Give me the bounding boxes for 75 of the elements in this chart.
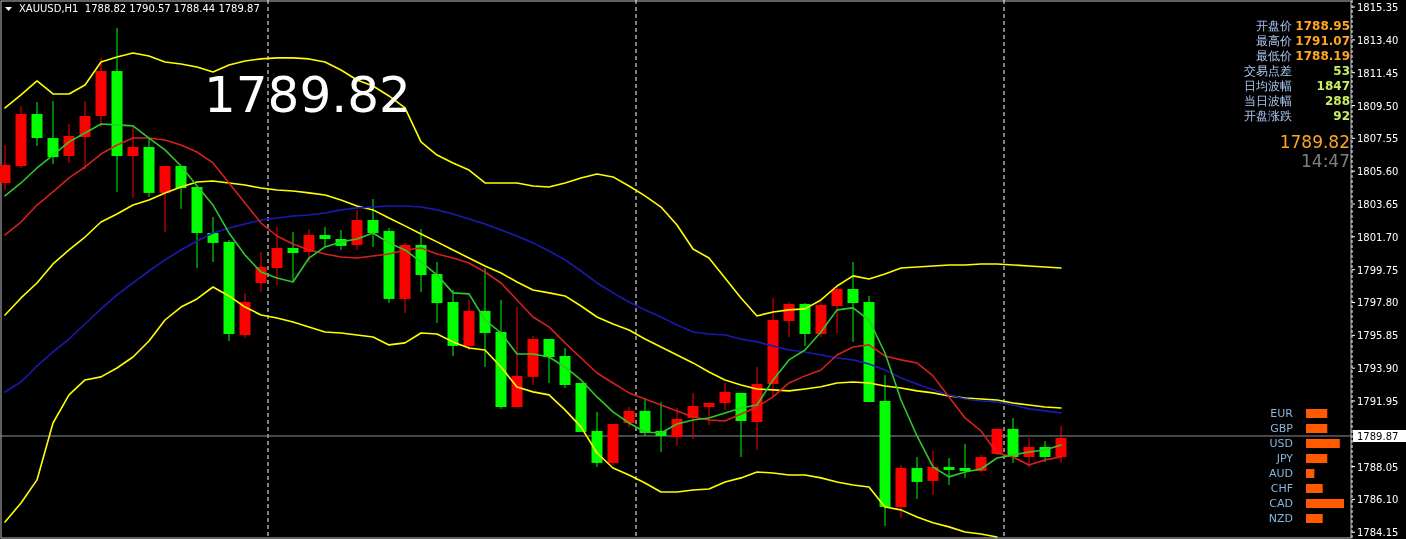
y-tick-label: 1801.70 (1357, 231, 1399, 243)
ref-line-label: 1789.87 (1357, 430, 1399, 442)
y-tick-label: 1788.05 (1357, 461, 1399, 473)
candlestick (543, 338, 555, 384)
candlestick (287, 231, 299, 283)
y-tick-label: 1799.75 (1357, 264, 1399, 276)
candlestick (367, 198, 379, 248)
text: 最低价 (1256, 49, 1292, 63)
candlestick (303, 228, 315, 264)
text: 1789.82 (1279, 132, 1350, 152)
y-tick-label: 1807.55 (1357, 133, 1399, 145)
bar (1306, 424, 1328, 433)
candlestick (47, 100, 59, 165)
candlestick (79, 100, 91, 170)
text: 当日波幅 (1244, 94, 1292, 108)
candlestick (927, 450, 939, 496)
y-tick-label: 1791.95 (1357, 395, 1399, 407)
bar (1306, 409, 1328, 418)
y-tick-label: NZD (1268, 512, 1293, 525)
text: 1791.07 (1295, 34, 1350, 48)
candlestick (1055, 425, 1067, 464)
candlestick (639, 397, 651, 437)
candlestick (959, 443, 971, 479)
y-tick-label: 1803.65 (1357, 199, 1399, 211)
text: 14:47 (1301, 151, 1350, 171)
candlestick (847, 261, 859, 343)
y-tick-label: USD (1269, 437, 1293, 450)
y-tick-label: AUD (1268, 467, 1293, 480)
y-tick-label: 1815.35 (1357, 2, 1399, 14)
y-tick-label: CHF (1270, 482, 1293, 495)
y-tick-label: 1811.45 (1357, 67, 1399, 79)
bar (1306, 439, 1340, 448)
text: 1788.95 (1295, 19, 1350, 33)
candlestick (271, 226, 283, 286)
chart-title: XAUUSD,H1 1788.82 1790.57 1788.44 1789.87 (19, 3, 260, 14)
bar (1306, 454, 1328, 463)
candlestick (719, 382, 731, 411)
bar (1306, 499, 1344, 508)
text: 92 (1333, 109, 1350, 123)
candlestick (127, 126, 139, 199)
text: 1788.19 (1295, 49, 1350, 63)
y-tick-label: 1809.50 (1357, 100, 1399, 112)
candlestick (671, 407, 683, 447)
y-tick-label: GBP (1270, 422, 1294, 435)
y-tick-label: JPY (1275, 452, 1294, 465)
candlestick (783, 301, 795, 338)
candlestick (943, 457, 955, 486)
y-tick-label: 1786.10 (1357, 494, 1399, 506)
text: 开盘价 (1256, 19, 1292, 33)
y-tick-label: 1795.85 (1357, 330, 1399, 342)
candlestick (831, 286, 843, 334)
bar (1306, 484, 1323, 493)
text: 53 (1333, 64, 1350, 78)
text: 288 (1324, 94, 1350, 108)
line-series (4, 286, 998, 538)
candlestick (63, 123, 75, 164)
bar (1306, 514, 1323, 523)
candlestick (0, 144, 11, 191)
text: 1847 (1316, 79, 1350, 93)
candlestick (623, 406, 635, 428)
y-tick-label: EUR (1270, 407, 1294, 420)
text: 日均波幅 (1244, 79, 1292, 93)
text: 最高价 (1256, 34, 1292, 48)
y-tick-label: 1784.15 (1357, 527, 1399, 539)
y-tick-label: 1805.60 (1357, 166, 1399, 178)
text: 交易点差 (1244, 64, 1292, 78)
y-tick-label: 1793.90 (1357, 363, 1399, 375)
candlestick (207, 216, 219, 263)
y-tick-label: CAD (1269, 497, 1293, 510)
text: 开盘涨跌 (1244, 109, 1292, 123)
y-tick-label: 1813.40 (1357, 34, 1399, 46)
candlestick (319, 226, 331, 248)
y-tick-label: 1797.80 (1357, 297, 1399, 309)
bar (1306, 469, 1315, 478)
candlestick (911, 456, 923, 500)
